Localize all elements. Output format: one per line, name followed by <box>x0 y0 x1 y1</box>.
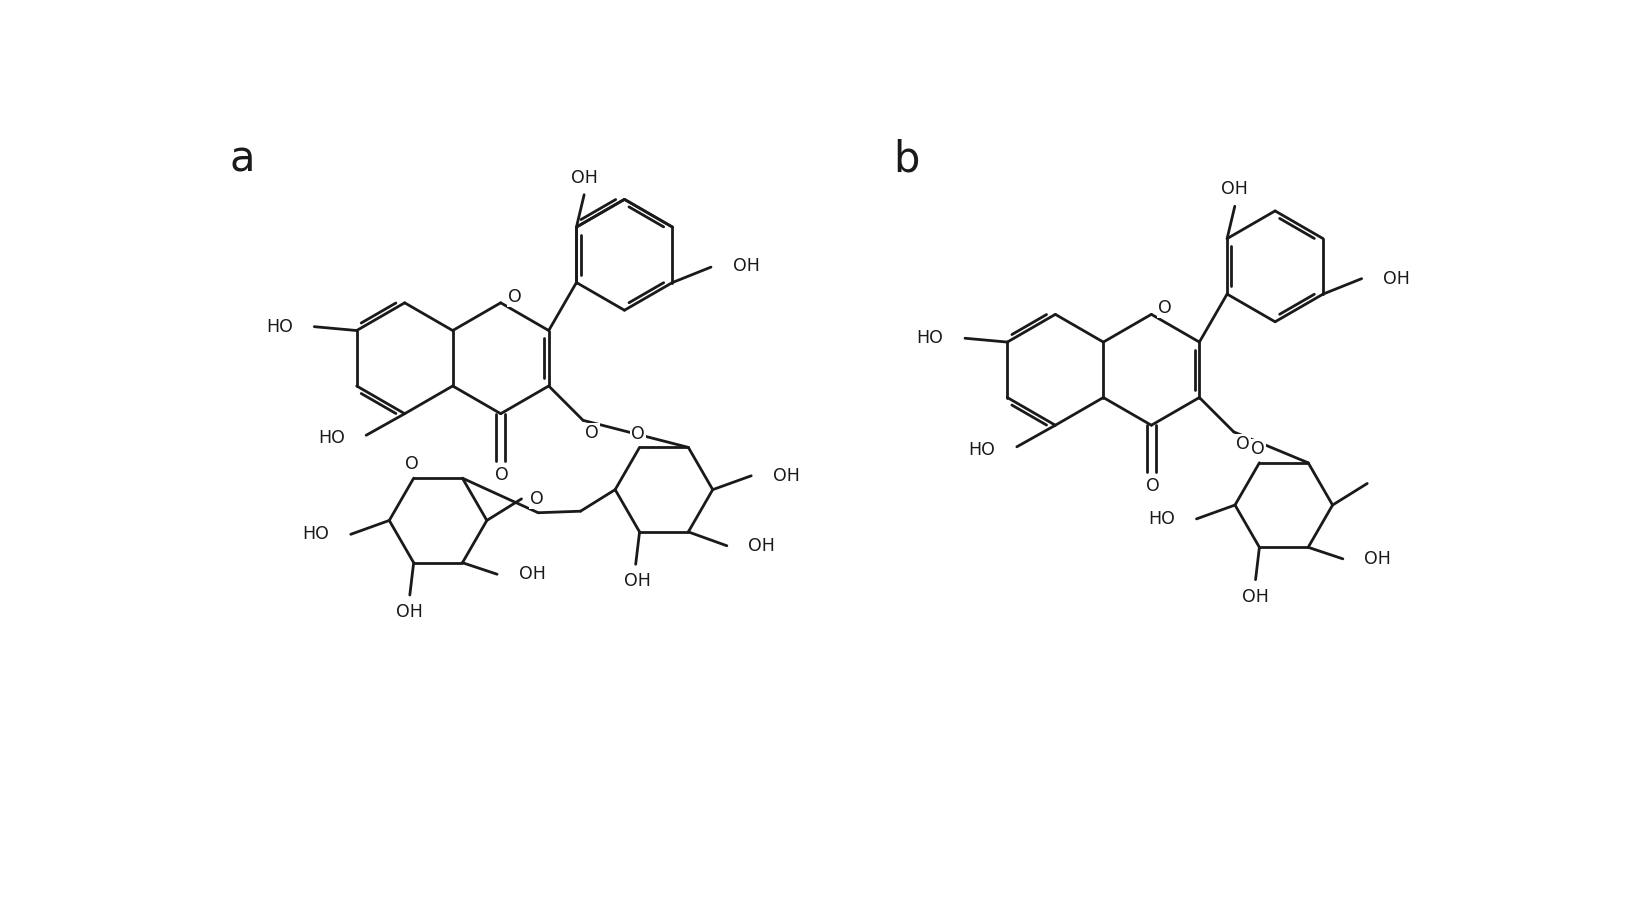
Text: HO: HO <box>317 429 345 447</box>
Text: OH: OH <box>732 256 760 274</box>
Text: O: O <box>508 288 521 306</box>
Text: HO: HO <box>266 318 292 336</box>
Text: O: O <box>631 425 645 443</box>
Text: HO: HO <box>917 329 943 347</box>
Text: HO: HO <box>302 526 328 544</box>
Text: b: b <box>894 139 920 181</box>
Text: OH: OH <box>1364 550 1391 568</box>
Text: O: O <box>585 424 600 442</box>
Text: OH: OH <box>624 572 650 590</box>
Text: O: O <box>1145 477 1160 495</box>
Text: OH: OH <box>1382 270 1410 288</box>
Text: HO: HO <box>969 441 995 459</box>
Text: a: a <box>230 139 255 181</box>
Text: HO: HO <box>1149 510 1175 528</box>
Text: OH: OH <box>1221 180 1248 198</box>
Text: OH: OH <box>1242 588 1270 606</box>
Text: OH: OH <box>748 536 775 554</box>
Text: O: O <box>1252 440 1265 458</box>
Text: OH: OH <box>773 467 799 485</box>
Text: O: O <box>405 455 418 473</box>
Text: O: O <box>495 465 510 483</box>
Text: O: O <box>1235 436 1250 454</box>
Text: OH: OH <box>397 603 423 621</box>
Text: O: O <box>529 490 544 508</box>
Text: O: O <box>1159 299 1172 317</box>
Text: OH: OH <box>570 169 598 187</box>
Text: OH: OH <box>518 565 546 583</box>
